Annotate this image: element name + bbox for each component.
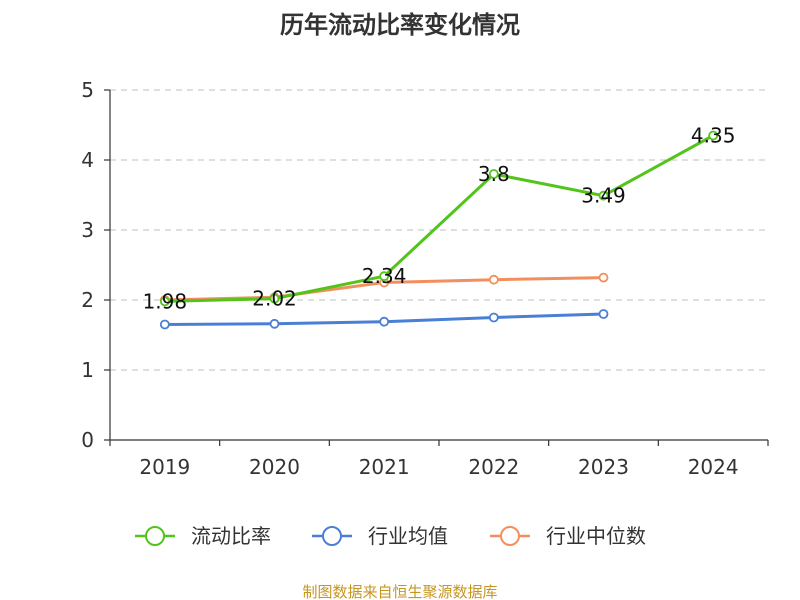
data-label: 4.35 [691, 124, 736, 148]
x-tick-label: 2020 [249, 455, 300, 479]
data-point-current_ratio [159, 296, 170, 307]
legend: 流动比率 行业均值 行业中位数 [135, 524, 646, 548]
data-point-current_ratio [379, 271, 390, 282]
data-point-industry_avg [598, 309, 609, 319]
series-line-current_ratio [164, 134, 714, 303]
y-tick-label: 1 [81, 358, 94, 382]
x-tick-label: 2022 [468, 455, 519, 479]
chart-title: 历年流动比率变化情况 [280, 11, 520, 39]
series-group [159, 130, 719, 330]
y-tick-label: 4 [81, 148, 94, 172]
y-tick-label: 3 [81, 218, 94, 242]
data-point-current_ratio [488, 169, 499, 179]
y-tick-label: 2 [81, 288, 94, 312]
legend-label-industry_median: 行业中位数 [546, 524, 646, 548]
y-tick-label: 0 [81, 428, 94, 452]
x-tick-label: 2019 [139, 455, 190, 479]
data-label: 2.02 [252, 287, 297, 311]
source-footer: 制图数据来自恒生聚源数据库 [302, 583, 497, 600]
data-point-current_ratio [269, 293, 280, 304]
legend-label-current_ratio: 流动比率 [191, 524, 271, 548]
data-point-industry_avg [488, 312, 499, 323]
data-point-current_ratio [598, 190, 609, 201]
data-point-industry_avg [379, 316, 390, 327]
data-point-industry_avg [159, 319, 170, 330]
data-point-industry_median [598, 272, 609, 283]
data-point-industry_median [488, 274, 499, 285]
legend-label-industry_avg: 行业均值 [368, 524, 448, 548]
legend-marker-industry_median [500, 526, 520, 546]
grid [110, 89, 768, 371]
data-point-industry_avg [269, 318, 280, 329]
y-tick-label: 5 [81, 78, 94, 102]
data-label: 2.34 [362, 264, 407, 288]
x-tick-label: 2023 [578, 455, 629, 479]
axes: 0 1 2 3 4 5 2019 2020 2021 2022 2023 2024 [81, 78, 769, 479]
data-label: 3.49 [581, 184, 626, 208]
data-label: 3.8 [478, 162, 510, 186]
x-tick-label: 2024 [688, 455, 739, 479]
data-label: 1.98 [143, 289, 188, 313]
legend-marker-industry_avg [322, 526, 342, 546]
x-tick-label: 2021 [359, 455, 410, 479]
legend-marker-current_ratio [145, 526, 165, 546]
data-point-current_ratio [708, 130, 719, 141]
data-labels: 1.98 2.02 2.34 3.8 3.49 4.35 [143, 124, 736, 314]
